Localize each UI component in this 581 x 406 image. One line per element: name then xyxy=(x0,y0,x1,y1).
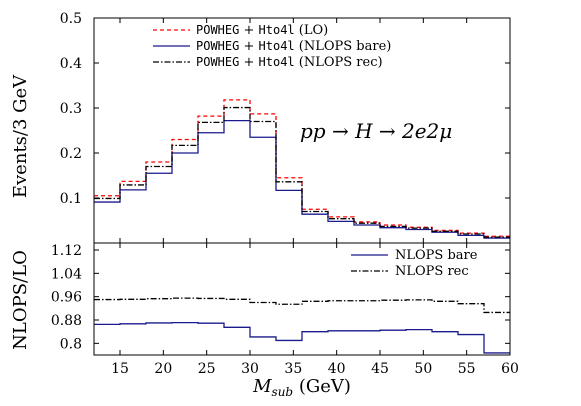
legend-label-part: POWHEG xyxy=(196,39,239,53)
bottom-y-axis-label: NLOPS/LO xyxy=(10,250,31,350)
x-tick-label: 50 xyxy=(414,361,432,377)
legend-label-part: + xyxy=(239,55,258,70)
legend-label-part: (NLOPS bare) xyxy=(295,39,392,54)
legend-label-part: + xyxy=(239,23,258,38)
bot-y-tick-label: 1.04 xyxy=(51,266,82,282)
x-tick-label: 25 xyxy=(198,361,216,377)
top-y-tick-label: 0.4 xyxy=(60,56,82,72)
x-tick-label: 40 xyxy=(328,361,346,377)
legend-label-part: (LO) xyxy=(295,23,329,38)
legend-label-part: Hto4l xyxy=(259,39,295,53)
x-tick-label: 20 xyxy=(154,361,172,377)
series-line-2 xyxy=(94,106,510,238)
bot-y-tick-label: 1.12 xyxy=(51,243,82,259)
process-annotation: pp → H → 2e2μ xyxy=(300,119,452,143)
x-tick-label: 45 xyxy=(371,361,389,377)
x-tick-label: 15 xyxy=(111,361,129,377)
x-axis-label-symbol: M xyxy=(252,376,272,397)
x-tick-label: 35 xyxy=(284,361,302,377)
x-axis-label-unit: (GeV) xyxy=(293,376,351,397)
legend-label-part: Hto4l xyxy=(259,55,295,69)
x-tick-label: 30 xyxy=(241,361,259,377)
legend-label-part: POWHEG xyxy=(196,23,239,37)
legend-label-part: (NLOPS rec) xyxy=(295,55,383,70)
top-y-tick-label: 0.2 xyxy=(60,146,82,162)
x-axis-label-subscript: sub xyxy=(272,385,294,399)
top-y-tick-label: 0.1 xyxy=(60,191,82,207)
bot-y-tick-label: 0.96 xyxy=(51,290,82,306)
events-panel: 0.1 0.2 0.3 0.4 0.5 Events/3 GeV pp → H → 2e2μ… xyxy=(10,11,511,244)
bot-y-tick-label: 0.8 xyxy=(60,336,82,352)
ratio-legend-label-0: NLOPS bare xyxy=(395,248,478,263)
legend-label-part: POWHEG xyxy=(196,55,239,69)
ratio-line-0 xyxy=(94,321,510,354)
x-tick-label: 60 xyxy=(501,361,519,377)
legend-label-part: Hto4l xyxy=(259,23,295,37)
legend-label-0: POWHEG + Hto4l (LO) xyxy=(196,23,328,38)
ratio-line-1 xyxy=(94,297,510,314)
legend-label-1: POWHEG + Hto4l (NLOPS bare) xyxy=(196,39,391,54)
ratio-panel: 15 20 25 30 35 40 45 50 55 60 0.8 0.88 0.96 1.04 1.12 N… xyxy=(10,242,519,399)
x-tick-label: 55 xyxy=(458,361,476,377)
x-axis-label: Msub (GeV) xyxy=(252,376,351,399)
top-y-tick-label: 0.3 xyxy=(60,101,82,117)
legend-label-2: POWHEG + Hto4l (NLOPS rec) xyxy=(196,55,383,70)
bottom-frame xyxy=(93,242,511,356)
ratio-legend-label-1: NLOPS rec xyxy=(395,264,469,279)
legend-label-part: + xyxy=(239,39,258,54)
bot-y-tick-label: 0.88 xyxy=(51,313,82,329)
top-y-axis-label: Events/3 GeV xyxy=(10,74,31,198)
top-y-tick-label: 0.5 xyxy=(60,11,82,27)
